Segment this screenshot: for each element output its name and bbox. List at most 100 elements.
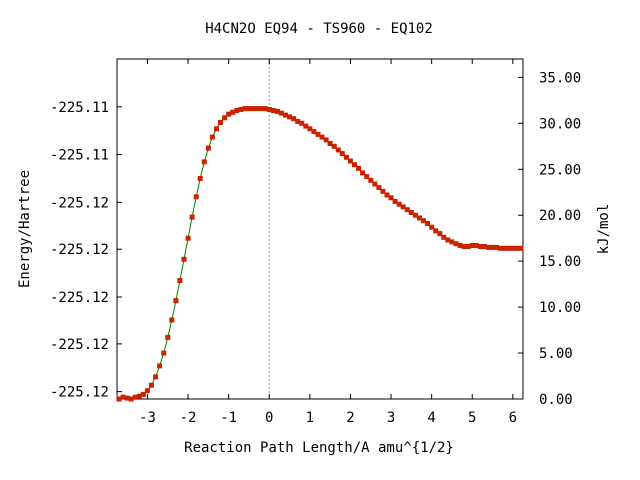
data-point bbox=[388, 195, 394, 201]
data-point bbox=[230, 109, 236, 115]
data-point bbox=[299, 120, 305, 126]
data-point bbox=[417, 215, 422, 221]
data-point bbox=[465, 244, 471, 249]
data-point bbox=[205, 145, 211, 151]
right-tick-label: 25.00 bbox=[539, 162, 581, 178]
right-tick-label: 35.00 bbox=[539, 70, 581, 86]
data-point bbox=[490, 244, 496, 250]
left-tick-label: -225.11 bbox=[50, 148, 109, 164]
x-tick-label: -1 bbox=[220, 410, 237, 426]
data-point bbox=[201, 159, 207, 165]
data-point bbox=[335, 147, 341, 153]
data-point bbox=[120, 394, 126, 400]
data-point bbox=[234, 108, 240, 113]
data-point bbox=[266, 107, 272, 112]
data-point bbox=[157, 363, 163, 369]
data-point bbox=[185, 235, 191, 241]
data-point bbox=[380, 188, 386, 194]
data-point bbox=[315, 131, 321, 137]
data-point bbox=[514, 245, 520, 251]
x-tick-label: -3 bbox=[139, 410, 156, 426]
data-point bbox=[473, 243, 479, 248]
data-point bbox=[408, 210, 414, 215]
data-point bbox=[238, 107, 244, 112]
data-point bbox=[453, 241, 459, 247]
data-point bbox=[169, 317, 175, 323]
data-point bbox=[469, 243, 475, 248]
data-points bbox=[116, 106, 524, 402]
data-point bbox=[343, 154, 349, 160]
data-point bbox=[319, 134, 325, 140]
data-point bbox=[161, 350, 167, 356]
data-point bbox=[331, 143, 337, 149]
left-tick-label: -225.12 bbox=[50, 290, 109, 306]
left-axis-ticks: -225.12 -225.12 -225.12 -225.12 -225.12 -225.… bbox=[50, 100, 122, 401]
data-point bbox=[262, 106, 268, 112]
data-point bbox=[274, 108, 280, 114]
data-point bbox=[368, 177, 374, 183]
data-point bbox=[181, 256, 187, 262]
data-point bbox=[421, 218, 426, 224]
data-point bbox=[218, 119, 223, 125]
data-point bbox=[404, 207, 410, 213]
x-tick-label: 2 bbox=[346, 410, 354, 426]
data-point bbox=[291, 116, 297, 122]
left-tick-label: -225.12 bbox=[50, 385, 109, 401]
data-point bbox=[173, 298, 179, 304]
data-point bbox=[502, 245, 508, 251]
data-point bbox=[177, 278, 183, 283]
data-point bbox=[506, 245, 512, 251]
data-point bbox=[226, 111, 232, 117]
right-tick-label: 20.00 bbox=[539, 208, 581, 224]
x-tick-label: 5 bbox=[468, 410, 476, 426]
data-point bbox=[250, 106, 256, 112]
data-point bbox=[327, 141, 333, 146]
data-point bbox=[441, 234, 447, 240]
left-tick-label: -225.11 bbox=[50, 100, 109, 116]
data-point bbox=[124, 395, 130, 401]
plot-frame bbox=[116, 58, 524, 400]
data-point bbox=[352, 162, 357, 168]
x-axis-label: Reaction Path Length/A amu^{1/2} bbox=[184, 440, 454, 456]
data-point bbox=[132, 394, 138, 400]
left-tick-label: -225.12 bbox=[50, 337, 109, 353]
data-point bbox=[372, 181, 378, 187]
data-point bbox=[392, 198, 398, 204]
data-point bbox=[323, 137, 329, 143]
right-tick-label: 30.00 bbox=[539, 116, 581, 132]
x-tick-label: -2 bbox=[180, 410, 197, 426]
data-point bbox=[461, 244, 467, 249]
data-point bbox=[347, 158, 353, 164]
data-point bbox=[193, 194, 199, 200]
data-point bbox=[400, 204, 406, 210]
data-point bbox=[518, 245, 524, 251]
left-tick-label: -225.12 bbox=[50, 242, 109, 258]
data-point bbox=[242, 106, 248, 112]
data-point bbox=[339, 151, 345, 157]
data-point bbox=[364, 174, 370, 180]
data-point bbox=[197, 176, 203, 181]
data-point bbox=[278, 110, 284, 116]
left-tick-label: -225.12 bbox=[50, 195, 109, 211]
data-point bbox=[477, 244, 483, 249]
data-point bbox=[481, 244, 487, 249]
data-point bbox=[214, 126, 219, 132]
data-point bbox=[356, 165, 362, 171]
data-point bbox=[384, 192, 390, 198]
data-point bbox=[498, 245, 504, 251]
data-point bbox=[189, 214, 195, 220]
data-point bbox=[396, 201, 402, 207]
data-point bbox=[425, 221, 431, 226]
data-point bbox=[287, 114, 292, 120]
right-tick-label: 10.00 bbox=[539, 300, 581, 316]
data-point bbox=[222, 115, 228, 121]
x-tick-label: 3 bbox=[387, 410, 395, 426]
data-point bbox=[209, 134, 215, 140]
x-tick-label: 1 bbox=[306, 410, 314, 426]
data-point bbox=[258, 106, 264, 112]
data-point bbox=[153, 374, 159, 380]
right-tick-label: 0.00 bbox=[539, 392, 573, 408]
x-axis-ticks: -3 -2 -1 0 1 2 3 4 5 6 bbox=[139, 59, 517, 426]
data-point bbox=[494, 244, 500, 250]
right-tick-label: 5.00 bbox=[539, 346, 573, 362]
